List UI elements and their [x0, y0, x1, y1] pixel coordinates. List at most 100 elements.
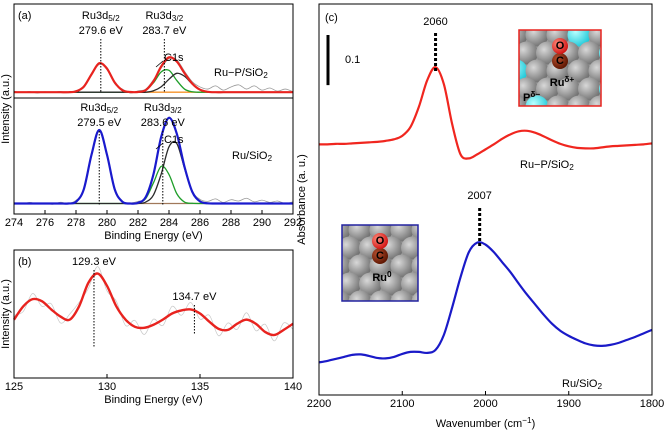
- curve: [13, 266, 294, 342]
- curve: [13, 272, 294, 337]
- p-atom: [599, 46, 601, 60]
- x-tick-label: 286: [191, 217, 209, 229]
- ru-atom: [519, 30, 528, 47]
- peak-label-part: 3/2: [170, 106, 182, 115]
- ru-atom: [567, 59, 591, 83]
- x-tick-label: 140: [284, 381, 302, 393]
- peak-label-part: Ru3d: [145, 10, 171, 22]
- ru-atom: [342, 225, 351, 242]
- note-leader: [155, 142, 164, 150]
- atom-label-part: Ru: [372, 272, 387, 284]
- x-tick-label: 282: [129, 217, 147, 229]
- panel-label: (c): [325, 12, 338, 24]
- x-tick-label: 276: [36, 217, 54, 229]
- p-atom: [519, 59, 528, 83]
- atom-label: O: [376, 235, 385, 247]
- ru-atom: [348, 254, 372, 278]
- peak-label-part: Ru3d: [80, 102, 106, 114]
- peak-energy: 279.5 eV: [77, 117, 122, 129]
- x-tick-label: 130: [98, 381, 116, 393]
- sample-label-part: 2: [597, 382, 602, 391]
- peak-label: Ru3d5/2: [82, 10, 120, 23]
- sample-label: Ru−P/SiO2: [214, 67, 268, 80]
- ru-atom: [422, 273, 445, 296]
- sample-label-part: Ru/SiO: [562, 378, 598, 390]
- o-atom: [552, 38, 568, 54]
- note: C1s: [164, 134, 184, 146]
- peak-wavenumber: 2007: [467, 190, 491, 202]
- x-axis-label-part: Wavenumber (cm: [436, 418, 522, 430]
- ru-atom: [348, 290, 372, 301]
- ru-atom: [369, 290, 393, 301]
- peak-energy: 283.6 eV: [141, 117, 186, 129]
- inset: OC Ruδ+ Pδ−: [519, 30, 601, 106]
- sample-label-part: 2: [569, 163, 574, 172]
- curve: [13, 56, 293, 94]
- y-axis-label: Intensity (a.u.): [0, 74, 12, 144]
- ru-atom: [546, 95, 570, 106]
- c-atom: [552, 53, 568, 69]
- ru-atom: [588, 95, 601, 106]
- ru-atom: [401, 236, 418, 260]
- x-axis-label-part: ): [532, 418, 536, 430]
- x-tick-label: 2200: [307, 398, 331, 410]
- ru-atom: [578, 77, 601, 101]
- atom-label-part: Ru: [550, 77, 565, 89]
- x-tick-label: 1900: [557, 398, 581, 410]
- ru-atom: [588, 59, 601, 83]
- inset-border: [518, 29, 602, 107]
- atom-label-part: P: [523, 92, 530, 104]
- sample-label: Ru−P/SiO2: [520, 159, 574, 172]
- atom-label-part: 0: [387, 270, 392, 279]
- ru-atom: [342, 290, 351, 301]
- ru-atom: [342, 254, 351, 278]
- x-tick-label: 125: [5, 381, 23, 393]
- x-tick-label: 274: [5, 217, 23, 229]
- peak-energy: 279.6 eV: [79, 25, 124, 37]
- x-axis-label: Binding Energy (eV): [104, 230, 202, 242]
- x-tick-label: 284: [160, 217, 178, 229]
- atom-label-part: δ−: [530, 90, 540, 99]
- x-tick-label: 292: [284, 217, 302, 229]
- ru-atom: [401, 272, 418, 296]
- peak-label-part: 5/2: [107, 106, 119, 115]
- peak-energy: 283.7 eV: [142, 25, 187, 37]
- ru-atom: [519, 41, 538, 65]
- sample-label-part: Ru−P/SiO: [520, 159, 570, 171]
- ru-atom: [411, 225, 418, 241]
- c-atom: [372, 248, 388, 264]
- sample-label-part: 2: [267, 154, 272, 163]
- y-axis-label: Absorbance (a. u.): [296, 154, 308, 245]
- x-tick-label: 280: [98, 217, 116, 229]
- p-atom: [599, 82, 601, 96]
- ru-atom: [390, 254, 414, 278]
- ru-atom: [557, 77, 580, 101]
- ru-atom: [390, 225, 414, 242]
- x-tick-label: 1800: [640, 398, 664, 410]
- atom-label: C: [556, 55, 564, 67]
- sample-label-part: Ru−P/SiO: [214, 67, 264, 79]
- inset-border: [341, 224, 419, 302]
- p-atom: [525, 95, 549, 106]
- x-axis-label-part: −1: [522, 416, 532, 425]
- peak-label-part: 3/2: [172, 14, 184, 23]
- x-tick-label: 2000: [473, 398, 497, 410]
- panel-label: (a): [18, 10, 31, 22]
- scale-bar-label: 0.1: [345, 54, 360, 66]
- o-atom: [372, 233, 388, 249]
- peak-energy: 129.3 eV: [72, 256, 117, 268]
- peak-label-part: Ru3d: [144, 102, 170, 114]
- sample-label: Ru/SiO2: [232, 150, 272, 163]
- ru-atom: [411, 255, 418, 277]
- ru-atom: [348, 225, 372, 242]
- ru-atom: [342, 236, 361, 260]
- ru-atom: [525, 59, 549, 83]
- note-leader: [155, 60, 164, 68]
- x-tick-label: 135: [191, 381, 209, 393]
- peak-label: Ru3d3/2: [144, 102, 182, 115]
- ru-atom: [359, 272, 382, 296]
- peak-wavenumber: 2060: [423, 16, 447, 28]
- peak-label-part: 5/2: [108, 14, 120, 23]
